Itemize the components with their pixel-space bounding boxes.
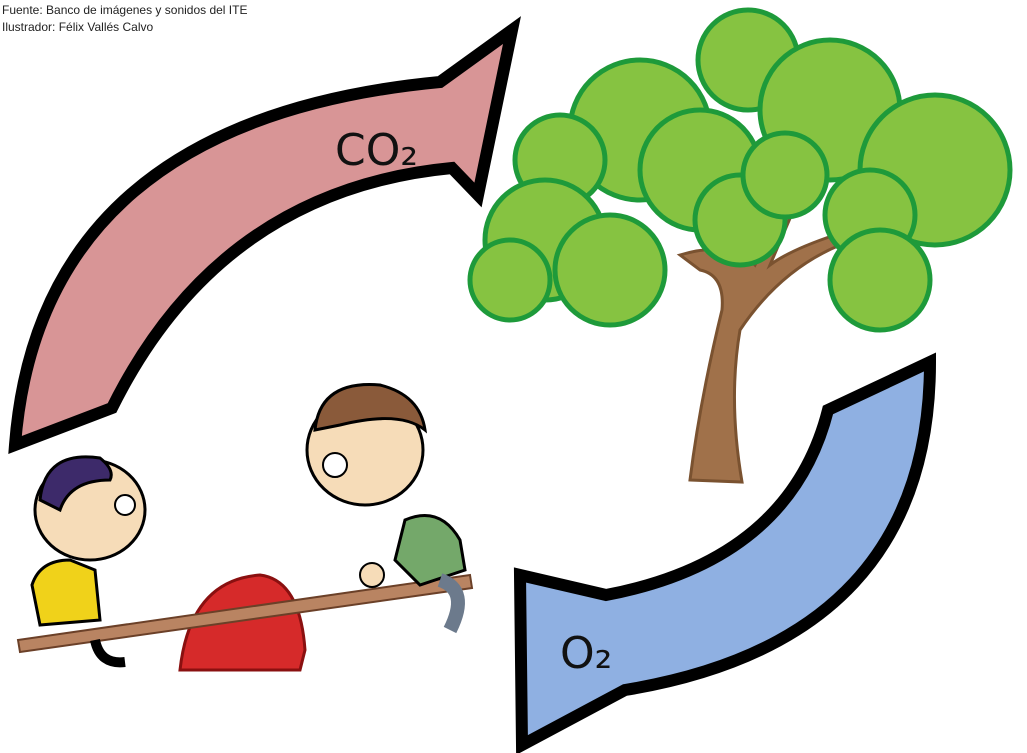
co2-arrow <box>15 30 512 445</box>
co2-label: CO₂ <box>335 125 418 176</box>
children-seesaw <box>18 385 472 670</box>
diagram: Fuente: Banco de imágenes y sonidos del … <box>0 0 1027 753</box>
credit-source: Fuente: Banco de imágenes y sonidos del … <box>2 3 247 17</box>
credit-illustrator: Ilustrador: Félix Vallés Calvo <box>2 20 153 34</box>
o2-label: O₂ <box>560 628 612 679</box>
